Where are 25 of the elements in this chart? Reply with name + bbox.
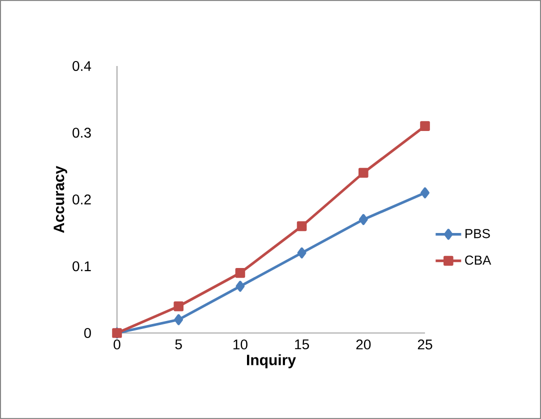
- y-tick-label: 0: [84, 328, 91, 338]
- point: [358, 168, 368, 178]
- point: [296, 221, 307, 232]
- x-tick-label: 5: [175, 340, 182, 350]
- y-tick-label: 0.2: [72, 194, 91, 204]
- point: [236, 280, 245, 292]
- y-tick-label: 0.1: [72, 261, 91, 272]
- point: [358, 214, 368, 226]
- point: [174, 314, 184, 326]
- point: [420, 121, 430, 131]
- point: [297, 247, 306, 258]
- x-tick-label: 10: [233, 340, 248, 350]
- x-tick-label: 0: [114, 340, 120, 350]
- point: [420, 187, 430, 198]
- y-tick-label: 0.4: [72, 61, 92, 71]
- y-tick-label: 0.3: [72, 128, 91, 138]
- x-tick-label: 25: [418, 340, 432, 350]
- legend-label: PBS: [466, 228, 490, 238]
- legend-label: CBA: [465, 256, 492, 265]
- x-tick-label: 15: [295, 340, 310, 350]
- point: [235, 268, 246, 278]
- x-axis-title: Inquiry: [247, 354, 296, 368]
- y-axis-title: Accuracy: [54, 166, 68, 233]
- point: [174, 301, 184, 312]
- x-tick-label: 20: [356, 340, 371, 350]
